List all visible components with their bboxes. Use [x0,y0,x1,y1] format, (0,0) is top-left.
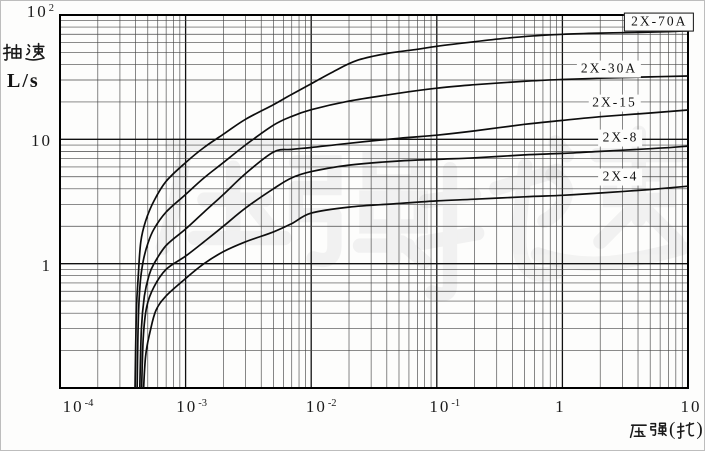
x-tick-10: 10 [680,397,702,416]
x-tick-10-1: 10-1 [429,397,461,416]
x-tick-10-2: 10-2 [305,397,337,416]
y-axis-units-label: L/s [7,70,40,92]
curve-2X-15 [138,109,688,388]
curve-label-2X-70A: 2X-70A [624,12,695,32]
x-tick-10-4: 10-4 [62,397,94,416]
curve-2X-70A [134,30,688,388]
cjk-glyph [2,43,22,61]
cjk-glyph [677,422,695,439]
y-axis-title [2,42,45,62]
curve-label-2X-30A: 2X-30A [576,60,642,78]
y-tick-100: 102 [26,2,54,21]
x-tick-1: 1 [555,397,566,416]
curve-2X-30A [136,75,688,388]
cjk-glyph [629,424,647,439]
cjk-glyph [650,422,667,437]
x-axis-title: () [629,420,703,440]
y-tick-1: 1 [41,256,52,275]
data-curves [134,30,688,388]
curve-2X-4 [142,185,688,388]
x-tick-10-3: 10-3 [176,397,207,416]
cjk-glyph [25,42,45,61]
curve-label-2X-15: 2X-15 [588,94,641,112]
y-tick-10: 10 [31,131,52,150]
curve-2X-8 [140,145,688,388]
curve-label-2X-4: 2X-4 [598,168,643,186]
curve-label-2X-8: 2X-8 [598,129,643,147]
